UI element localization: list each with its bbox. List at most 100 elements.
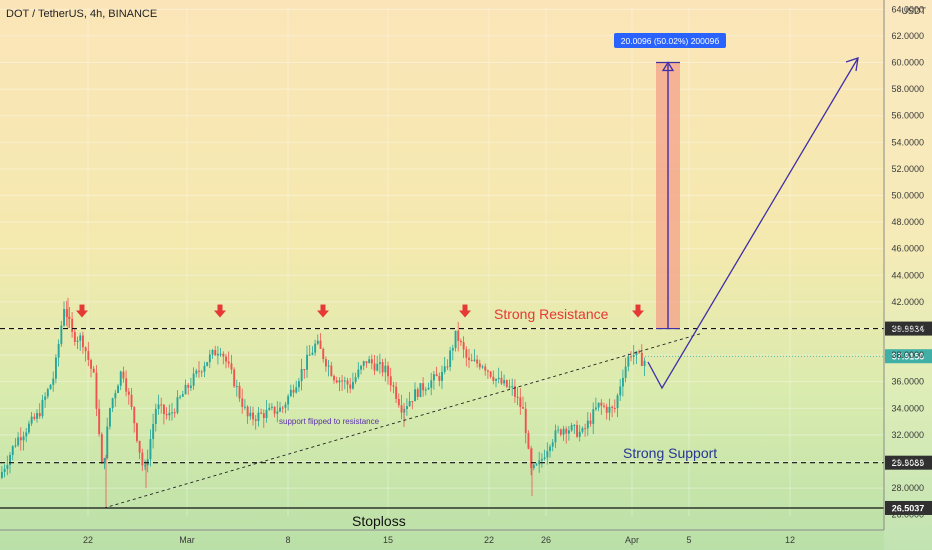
- candle-body: [268, 407, 271, 410]
- candle-body: [314, 343, 317, 353]
- candle-body: [60, 325, 63, 345]
- candle-body: [543, 457, 546, 459]
- candle-body: [249, 412, 252, 417]
- candle-body: [630, 356, 632, 358]
- candle-body: [103, 458, 106, 464]
- candle-body: [57, 344, 60, 358]
- candle-body: [165, 414, 168, 416]
- candle-body: [349, 384, 352, 389]
- candle-body: [643, 360, 646, 366]
- candle-body: [397, 398, 400, 406]
- candle-body: [592, 409, 595, 424]
- candle-body: [384, 365, 387, 373]
- candle-body: [295, 387, 298, 393]
- projection-arrowhead-icon: [845, 57, 859, 72]
- stoploss-annotation: Stoploss: [352, 513, 406, 529]
- candle-body: [414, 389, 416, 402]
- candle-body: [289, 389, 292, 397]
- candle-body: [438, 376, 441, 381]
- resistance-arrow-icon: [632, 304, 644, 318]
- candle-body: [38, 413, 41, 417]
- arrow-shaft: [635, 304, 641, 311]
- candle-body: [41, 399, 44, 417]
- candle-body: [117, 385, 119, 394]
- candle-body: [227, 361, 230, 364]
- candle-body: [271, 406, 273, 408]
- candle-body: [260, 412, 263, 414]
- candle-body: [225, 356, 227, 362]
- arrow-shaft: [79, 304, 85, 311]
- candle-body: [387, 365, 389, 377]
- candle-body: [190, 385, 192, 388]
- candle-body: [82, 335, 84, 348]
- y-tick-label: 28.0000: [891, 483, 924, 493]
- chart-title: DOT / TetherUS, 4h, BINANCE: [6, 8, 158, 20]
- candle-body: [154, 408, 157, 424]
- candle-body: [109, 408, 111, 427]
- candle-body: [308, 354, 311, 356]
- candle-body: [90, 359, 92, 369]
- candle-body: [325, 359, 327, 367]
- y-tick-label: 60.0000: [891, 58, 924, 68]
- candle-body: [160, 404, 163, 406]
- candle-body: [370, 359, 373, 364]
- candle-body: [586, 420, 589, 429]
- candle-body: [287, 396, 290, 405]
- candle-body: [570, 425, 573, 431]
- candle-body: [246, 406, 249, 417]
- candle-body: [484, 366, 487, 371]
- candle-body: [22, 436, 25, 441]
- candle-body: [230, 363, 233, 370]
- candle-body: [238, 385, 241, 399]
- candle-body: [316, 340, 319, 344]
- currency-label: USDT: [902, 6, 927, 16]
- candle-body: [343, 380, 346, 382]
- candle-body: [379, 362, 381, 364]
- candle-body: [335, 380, 338, 383]
- candle-body: [114, 393, 117, 399]
- candle-body: [638, 351, 641, 353]
- candle-body: [457, 330, 460, 341]
- candle-body: [500, 377, 503, 384]
- candle-body: [581, 428, 584, 432]
- arrow-shaft: [217, 304, 223, 311]
- candle-body: [546, 451, 549, 458]
- measure-label-bg: [614, 33, 726, 48]
- candle-body: [28, 423, 30, 433]
- candle-body: [616, 395, 619, 409]
- candle-body: [357, 369, 360, 378]
- arrow-head: [76, 310, 88, 318]
- y-tick-label: 36.0000: [891, 377, 924, 387]
- candle-body: [49, 384, 52, 390]
- x-tick-label: 26: [541, 535, 551, 545]
- y-tick-label: 54.0000: [891, 137, 924, 147]
- candle-body: [152, 423, 155, 440]
- candle-body: [125, 378, 128, 392]
- candle-body: [589, 420, 592, 424]
- candle-body: [163, 404, 165, 415]
- candle-body: [292, 389, 295, 393]
- candle-body: [122, 371, 125, 379]
- trendline[interactable]: [103, 333, 701, 509]
- candle-body: [144, 465, 146, 467]
- y-tick-label: 48.0000: [891, 217, 924, 227]
- candle-body: [568, 430, 570, 434]
- y-edge-label: 26.0000: [891, 510, 924, 520]
- candle-body: [595, 407, 597, 410]
- candle-body: [233, 369, 236, 387]
- candle-body: [576, 424, 578, 437]
- candle-body: [95, 372, 98, 409]
- candle-body: [168, 412, 171, 416]
- candle-body: [244, 406, 246, 408]
- candle-body: [6, 464, 9, 469]
- candle-body: [530, 448, 533, 469]
- projection-path[interactable]: [647, 57, 859, 390]
- candle-body: [424, 389, 427, 391]
- candle-body: [211, 349, 214, 355]
- candle-body: [532, 464, 535, 469]
- candle-body: [487, 370, 489, 372]
- candle-body: [44, 396, 47, 400]
- candle-body: [611, 406, 614, 408]
- candle-body: [133, 407, 136, 424]
